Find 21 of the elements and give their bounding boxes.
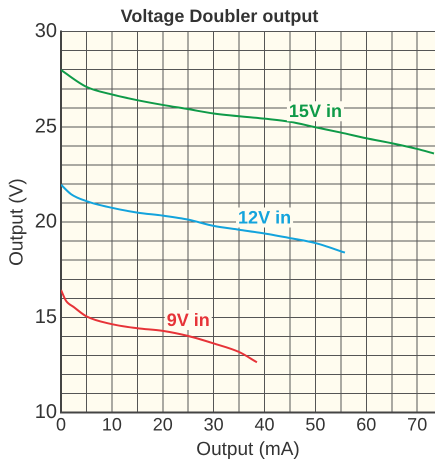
x-tick-label: 0 xyxy=(56,414,66,434)
y-tick-label: 20 xyxy=(34,210,58,233)
y-tick-label: 30 xyxy=(34,20,58,42)
chart-title: Voltage Doubler output xyxy=(120,6,318,26)
line-series xyxy=(61,289,258,364)
series-label: 12V in xyxy=(238,208,292,228)
line-series xyxy=(61,184,346,254)
x-tick-label: 60 xyxy=(356,414,376,434)
x-axis-title: Output (mA) xyxy=(196,438,300,460)
x-tick-label: 10 xyxy=(102,414,122,434)
y-axis-title: Output (V) xyxy=(6,178,28,266)
y-tick-label: 25 xyxy=(34,115,58,138)
x-tick-label: 40 xyxy=(254,414,275,434)
y-tick-label: 15 xyxy=(34,306,58,328)
x-tick-label: 20 xyxy=(152,414,173,434)
series-label: 9V in xyxy=(166,310,210,330)
x-tick-label: 70 xyxy=(407,414,428,434)
x-tick-label: 50 xyxy=(305,414,326,434)
line-series xyxy=(61,69,435,155)
series-label: 15V in xyxy=(288,101,342,122)
x-tick-label: 30 xyxy=(204,414,224,434)
